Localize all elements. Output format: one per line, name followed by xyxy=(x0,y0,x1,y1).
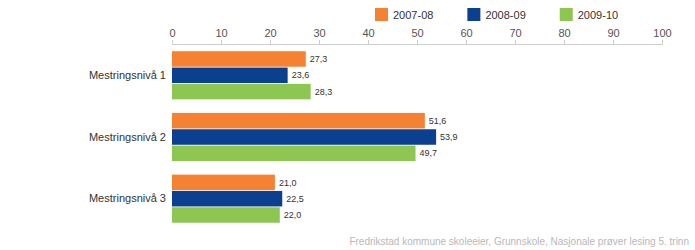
legend-label: 2007-08 xyxy=(393,9,433,21)
axis-line xyxy=(173,40,663,45)
data-label: 22,0 xyxy=(284,210,302,220)
legend: 2007-08 2008-09 2009-10 xyxy=(375,8,618,21)
bar xyxy=(172,84,311,99)
tick: 40 xyxy=(362,27,374,44)
category-label: Mestringsnivå 2 xyxy=(89,131,166,143)
tick-label: 50 xyxy=(411,27,423,39)
bar xyxy=(172,68,288,83)
tick-mark xyxy=(221,40,222,44)
tick: 0 xyxy=(169,27,175,44)
tick-mark xyxy=(172,40,173,44)
legend-swatch xyxy=(375,8,388,21)
tick: 100 xyxy=(653,27,671,44)
category-label: Mestringsnivå 3 xyxy=(89,192,166,204)
legend-item: 2007-08 xyxy=(375,8,433,21)
chart: 0102030405060708090100Mestringsnivå 1Mes… xyxy=(0,0,695,250)
bar xyxy=(172,175,275,190)
tick: 70 xyxy=(509,27,521,44)
tick: Mestringsnivå 2 xyxy=(89,131,166,143)
tick-mark xyxy=(466,40,467,44)
data-label: 21,0 xyxy=(279,178,297,188)
source-note: Fredrikstad kommune skoleeier, Grunnskol… xyxy=(349,236,689,247)
tick-label: 10 xyxy=(215,27,227,39)
tick-label: 90 xyxy=(607,27,619,39)
bar xyxy=(172,113,425,128)
tick-mark xyxy=(368,40,369,44)
legend-swatch xyxy=(467,8,480,21)
tick-mark xyxy=(417,40,418,44)
data-labels: 27,3 51,6 21,0 23,6 53,9 22,5 28,3 49,7 22,0 xyxy=(279,54,458,220)
legend-label: 2009-10 xyxy=(578,9,618,21)
bar xyxy=(172,191,282,206)
data-label: 28,3 xyxy=(315,87,333,97)
tick-mark xyxy=(515,40,516,44)
tick-label: 100 xyxy=(653,27,671,39)
legend-item: 2009-10 xyxy=(560,8,618,21)
data-label: 22,5 xyxy=(286,194,304,204)
tick-label: 60 xyxy=(460,27,472,39)
legend-swatch xyxy=(560,8,573,21)
tick: 60 xyxy=(460,27,472,44)
tick-label: 0 xyxy=(169,27,175,39)
tick-mark xyxy=(270,40,271,44)
tick-label: 70 xyxy=(509,27,521,39)
data-label: 49,7 xyxy=(420,148,438,158)
tick: Mestringsnivå 1 xyxy=(89,69,166,81)
category-label: Mestringsnivå 1 xyxy=(89,69,166,81)
tick: 10 xyxy=(215,27,227,44)
tick-label: 40 xyxy=(362,27,374,39)
legend-item: 2008-09 xyxy=(467,8,525,21)
tick: 30 xyxy=(313,27,325,44)
data-label: 53,9 xyxy=(440,132,458,142)
tick: 90 xyxy=(607,27,619,44)
legend-label: 2008-09 xyxy=(485,9,525,21)
bar xyxy=(172,207,280,222)
bars xyxy=(172,51,436,223)
tick-label: 30 xyxy=(313,27,325,39)
tick-label: 20 xyxy=(264,27,276,39)
y-axis: Mestringsnivå 1 Mestringsnivå 2 Mestringsn… xyxy=(89,69,166,204)
tick-mark xyxy=(319,40,320,44)
tick: Mestringsnivå 3 xyxy=(89,192,166,204)
tick: 50 xyxy=(411,27,423,44)
bar xyxy=(172,51,306,66)
tick-mark xyxy=(613,40,614,44)
x-axis: 0 10 20 30 40 50 60 70 80 90 100 xyxy=(169,27,671,45)
tick-mark xyxy=(564,40,565,44)
tick: 80 xyxy=(558,27,570,44)
tick-mark xyxy=(662,40,663,44)
data-label: 23,6 xyxy=(292,70,310,80)
data-label: 27,3 xyxy=(310,54,328,64)
data-label: 51,6 xyxy=(429,116,447,126)
tick: 20 xyxy=(264,27,276,44)
bar xyxy=(172,129,436,144)
bar xyxy=(172,146,416,161)
tick-label: 80 xyxy=(558,27,570,39)
